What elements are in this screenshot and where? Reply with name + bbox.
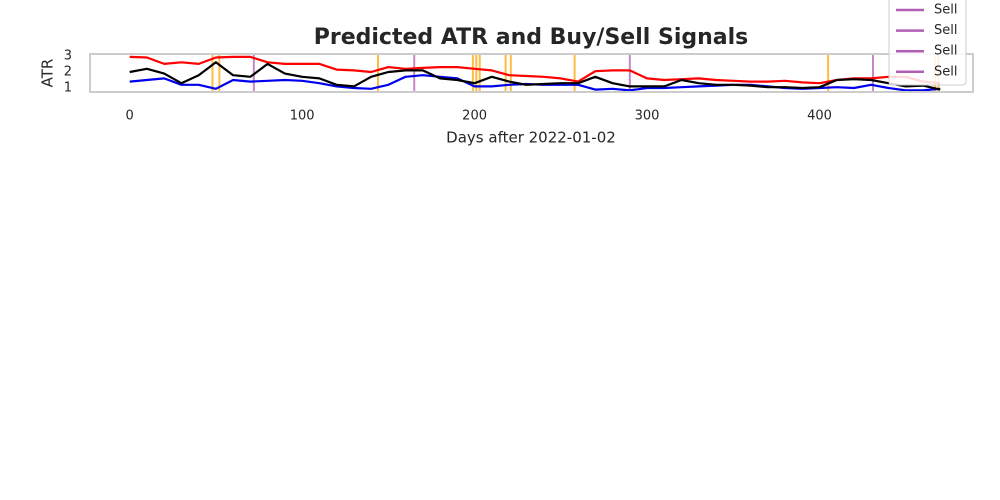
y-tick-label: 2 (64, 64, 72, 79)
plot-frame (89, 53, 974, 93)
series-line (129, 55, 941, 85)
series-line (129, 61, 941, 91)
legend-label: Sell (934, 23, 957, 38)
x-axis-label: Days after 2022-01-02 (446, 129, 616, 147)
y-tick-label: 1 (64, 80, 72, 95)
legend-label: Sell (934, 64, 957, 79)
y-axis-label: ATR (39, 59, 57, 88)
legend-label: Sell (934, 44, 957, 59)
legend-box (888, 0, 967, 86)
y-tick-label: 3 (64, 48, 72, 63)
legend-label: Sell (934, 3, 957, 18)
x-tick-label: 200 (462, 109, 487, 124)
x-tick-label: 300 (635, 109, 660, 124)
x-tick-label: 0 (126, 109, 134, 124)
x-tick-label: 100 (290, 109, 315, 124)
chart-title: Predicted ATR and Buy/Sell Signals (314, 25, 749, 50)
x-tick-label: 400 (807, 109, 832, 124)
